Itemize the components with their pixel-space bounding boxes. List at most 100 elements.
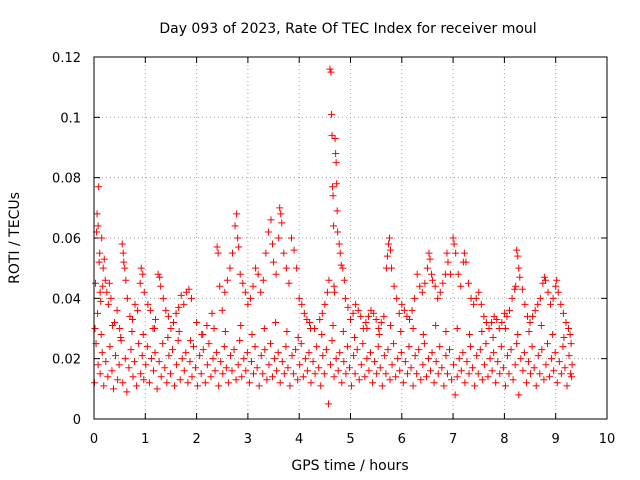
data-point <box>464 279 472 287</box>
data-point <box>462 258 470 266</box>
data-point <box>408 306 416 314</box>
data-point <box>541 276 549 284</box>
data-point <box>329 192 337 200</box>
data-point <box>348 382 356 390</box>
data-point <box>407 364 415 372</box>
data-point <box>113 306 121 314</box>
data-point <box>154 270 162 278</box>
x-tick-label: 2 <box>192 432 200 447</box>
data-point <box>125 364 133 372</box>
data-point <box>476 346 484 354</box>
data-point <box>229 249 237 257</box>
data-point <box>371 358 379 366</box>
data-point <box>565 352 573 360</box>
data-point <box>241 288 249 296</box>
data-point <box>428 349 436 357</box>
data-point <box>105 279 113 287</box>
data-point <box>382 370 390 378</box>
data-point <box>254 270 262 278</box>
data-point <box>568 361 576 369</box>
data-point <box>515 264 523 272</box>
grid <box>94 57 607 419</box>
data-point <box>257 288 265 296</box>
data-point <box>534 300 542 308</box>
data-point <box>413 270 421 278</box>
data-point <box>403 370 411 378</box>
data-point <box>525 358 533 366</box>
data-point <box>359 340 367 348</box>
data-point <box>211 367 219 375</box>
data-point <box>339 264 347 272</box>
data-point <box>237 321 245 329</box>
data-point <box>210 325 218 332</box>
data-point <box>384 346 392 354</box>
data-point <box>135 340 143 348</box>
data-point <box>495 325 503 332</box>
data-point <box>364 312 372 320</box>
data-point <box>311 370 319 378</box>
data-point <box>540 273 548 281</box>
data-point <box>280 370 288 378</box>
data-point <box>461 379 469 387</box>
data-point <box>236 270 244 278</box>
data-point <box>440 382 448 390</box>
data-point <box>203 361 211 369</box>
data-point <box>434 294 442 302</box>
data-point <box>430 379 438 387</box>
data-point <box>121 355 129 363</box>
data-point <box>270 258 278 266</box>
data-point <box>309 358 317 366</box>
data-point <box>332 159 340 167</box>
data-point <box>251 343 259 351</box>
data-point <box>307 379 315 387</box>
data-point <box>286 382 294 390</box>
data-point <box>164 312 172 320</box>
data-point <box>532 382 540 390</box>
y-tick-label: 0.04 <box>52 292 81 307</box>
data-point <box>553 379 561 387</box>
data-point <box>303 367 311 375</box>
data-point <box>175 328 183 336</box>
data-point <box>337 261 345 269</box>
data-point <box>221 288 229 296</box>
data-point <box>326 361 334 369</box>
data-point <box>442 352 450 360</box>
data-point <box>514 252 522 260</box>
data-point <box>550 367 558 375</box>
data-point <box>196 352 204 360</box>
data-point <box>338 379 346 387</box>
data-point <box>322 346 330 354</box>
data-point <box>463 358 471 366</box>
data-point <box>330 373 338 381</box>
data-point <box>244 300 252 308</box>
data-point <box>465 370 473 378</box>
data-point <box>482 340 490 348</box>
data-point <box>506 306 514 314</box>
data-point <box>419 361 427 369</box>
data-point <box>334 367 342 375</box>
data-point <box>180 300 188 308</box>
data-point <box>511 285 519 293</box>
data-point <box>421 279 429 287</box>
data-point <box>214 249 222 257</box>
data-point <box>150 367 158 375</box>
data-point <box>554 288 562 296</box>
y-tick-label: 0.12 <box>52 51 81 66</box>
data-point <box>324 400 332 408</box>
data-point <box>393 294 401 302</box>
data-point <box>190 343 198 351</box>
data-point <box>453 325 461 332</box>
data-point <box>264 228 272 236</box>
data-point <box>525 328 533 336</box>
data-point <box>450 240 458 248</box>
data-point <box>290 370 298 378</box>
data-point <box>238 373 246 381</box>
x-tick-label: 6 <box>398 432 406 447</box>
data-point <box>469 364 477 372</box>
data-point <box>223 276 231 284</box>
data-point <box>365 367 373 375</box>
data-point <box>486 355 494 363</box>
data-point <box>193 318 201 326</box>
data-point <box>156 273 164 281</box>
data-point <box>261 346 269 354</box>
